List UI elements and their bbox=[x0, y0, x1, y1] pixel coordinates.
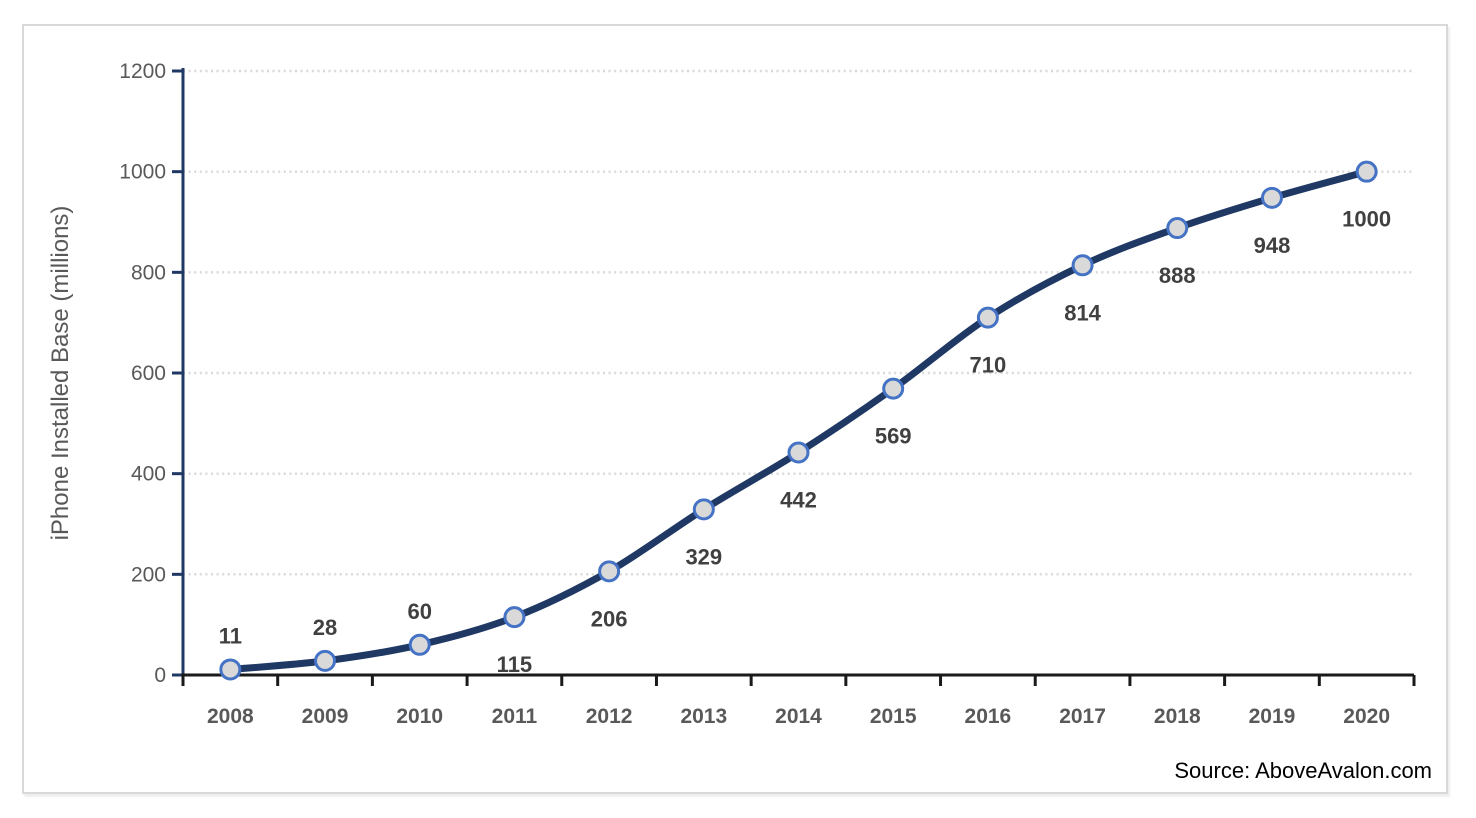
y-tick-label: 200 bbox=[131, 563, 166, 586]
x-tick-label: 2012 bbox=[586, 705, 633, 728]
y-tick-label: 800 bbox=[131, 261, 166, 284]
data-label-2015: 569 bbox=[875, 424, 912, 449]
x-tick-label: 2018 bbox=[1154, 705, 1201, 728]
x-tick-label: 2020 bbox=[1343, 705, 1390, 728]
data-point-2015 bbox=[882, 377, 905, 400]
data-label-2013: 329 bbox=[685, 544, 722, 569]
series-group bbox=[219, 160, 1378, 681]
x-tick-label: 2013 bbox=[680, 705, 727, 728]
data-point-2017 bbox=[1071, 254, 1094, 277]
data-label-2010: 60 bbox=[407, 599, 431, 624]
data-label-2011: 115 bbox=[497, 652, 533, 677]
data-label-2019: 948 bbox=[1254, 233, 1291, 258]
data-point-2016 bbox=[976, 306, 999, 329]
data-label-2008: 11 bbox=[219, 623, 242, 648]
data-label-2012: 206 bbox=[591, 606, 628, 631]
data-label-2020: 1000 bbox=[1342, 207, 1391, 232]
data-label-2016: 710 bbox=[970, 353, 1007, 378]
x-tick-label: 2008 bbox=[207, 705, 254, 728]
gridlines-group bbox=[183, 69, 1414, 576]
x-tick-label: 2009 bbox=[302, 705, 349, 728]
y-tick-label: 400 bbox=[131, 463, 166, 486]
data-label-2017: 814 bbox=[1064, 300, 1101, 325]
y-axis-title: iPhone Installed Base (millions) bbox=[47, 206, 74, 541]
y-tick-label: 1000 bbox=[119, 161, 166, 184]
data-label-2014: 442 bbox=[780, 488, 817, 513]
data-point-2020 bbox=[1355, 160, 1378, 183]
data-point-2014 bbox=[787, 441, 810, 464]
data-point-2013 bbox=[692, 498, 715, 521]
series-line bbox=[226, 168, 1371, 673]
x-tick-label: 2014 bbox=[775, 705, 822, 728]
source-text: Source: AboveAvalon.com bbox=[1174, 758, 1432, 783]
x-tick-label: 2017 bbox=[1059, 705, 1106, 728]
y-tick-label: 0 bbox=[154, 664, 166, 687]
data-point-2011 bbox=[503, 606, 526, 629]
data-label-2018: 888 bbox=[1159, 263, 1196, 288]
data-point-2018 bbox=[1166, 217, 1189, 240]
x-tick-label: 2015 bbox=[870, 705, 917, 728]
data-point-2010 bbox=[408, 633, 431, 656]
y-tick-label: 1200 bbox=[119, 60, 166, 83]
data-label-2009: 28 bbox=[313, 615, 337, 640]
x-tick-label: 2016 bbox=[965, 705, 1012, 728]
x-tick-label: 2010 bbox=[396, 705, 443, 728]
y-tick-label: 600 bbox=[131, 362, 166, 385]
x-tick-label: 2011 bbox=[492, 705, 538, 728]
data-point-2012 bbox=[598, 560, 621, 583]
axes-group: 0 200 400 600 800 1000 1200 2008 2009 2010 2011 201… bbox=[119, 60, 1416, 728]
data-point-2009 bbox=[314, 649, 337, 672]
data-point-2019 bbox=[1260, 186, 1283, 209]
x-tick-label: 2019 bbox=[1249, 705, 1296, 728]
labels-group: 11 28 60 115 206 329 442 569 710 814 888 948 1000 bbox=[219, 207, 1391, 677]
data-point-2008 bbox=[219, 658, 242, 681]
